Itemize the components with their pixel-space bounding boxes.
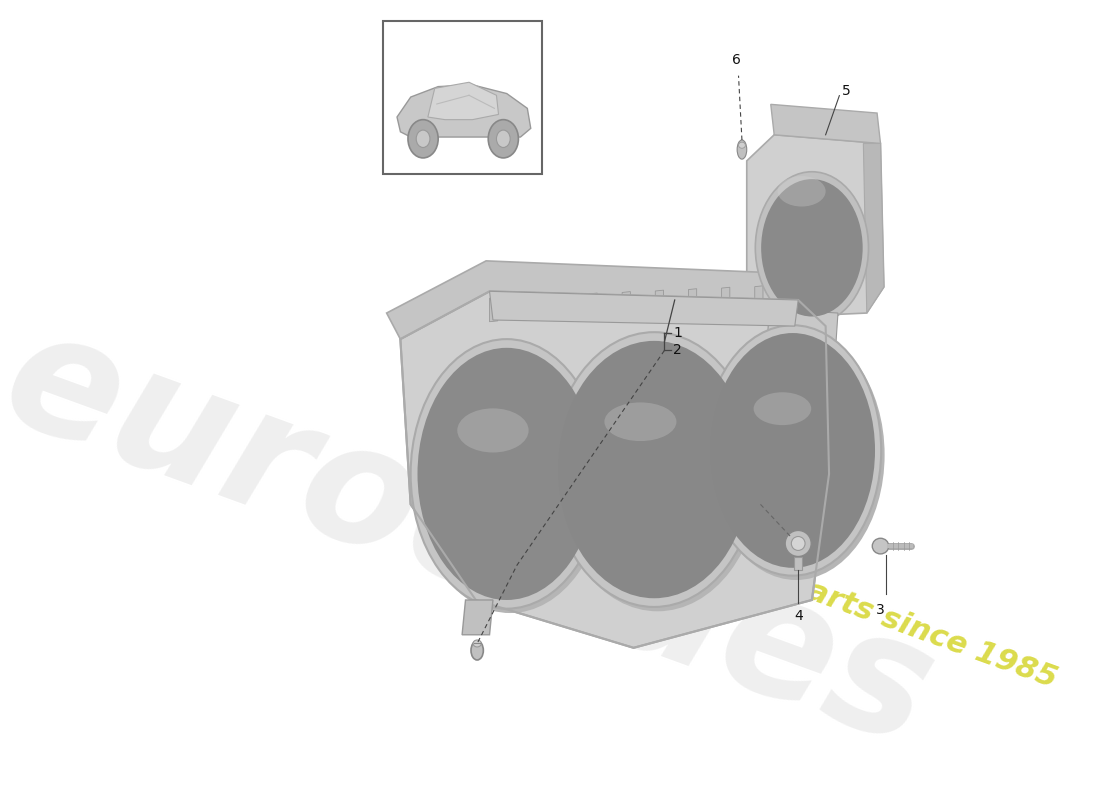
Ellipse shape: [785, 530, 811, 557]
Ellipse shape: [604, 402, 676, 441]
Polygon shape: [864, 143, 884, 313]
Ellipse shape: [554, 337, 760, 611]
Ellipse shape: [791, 537, 805, 550]
Circle shape: [416, 130, 430, 147]
Text: 5: 5: [843, 84, 850, 98]
Circle shape: [488, 120, 518, 158]
Ellipse shape: [872, 538, 889, 554]
Ellipse shape: [711, 333, 874, 568]
Polygon shape: [588, 293, 597, 318]
Ellipse shape: [471, 641, 483, 660]
Polygon shape: [462, 600, 493, 634]
Polygon shape: [400, 291, 829, 648]
Ellipse shape: [551, 332, 757, 607]
Ellipse shape: [410, 339, 603, 609]
Text: 4: 4: [794, 609, 803, 622]
Text: a passion for parts since 1985: a passion for parts since 1985: [563, 489, 1060, 694]
Polygon shape: [428, 82, 498, 120]
Polygon shape: [755, 286, 763, 310]
Ellipse shape: [458, 408, 529, 453]
Ellipse shape: [756, 172, 869, 324]
Ellipse shape: [414, 343, 606, 613]
Polygon shape: [802, 274, 829, 478]
Ellipse shape: [473, 640, 482, 647]
Text: 3: 3: [876, 602, 884, 617]
Ellipse shape: [754, 392, 811, 425]
Text: 6: 6: [732, 53, 741, 67]
Polygon shape: [747, 134, 884, 318]
Polygon shape: [623, 291, 630, 316]
Polygon shape: [522, 296, 531, 320]
Ellipse shape: [737, 140, 747, 159]
Polygon shape: [386, 261, 826, 339]
Ellipse shape: [738, 142, 746, 148]
Polygon shape: [689, 289, 696, 313]
Ellipse shape: [418, 348, 596, 600]
Ellipse shape: [707, 330, 884, 580]
Polygon shape: [656, 290, 663, 314]
Polygon shape: [794, 557, 802, 570]
Ellipse shape: [558, 341, 750, 598]
Ellipse shape: [704, 326, 881, 576]
Circle shape: [408, 120, 438, 158]
Ellipse shape: [761, 179, 862, 317]
Text: 1: 1: [673, 326, 682, 340]
Polygon shape: [490, 291, 799, 326]
Polygon shape: [771, 104, 880, 143]
Polygon shape: [768, 309, 838, 343]
Text: 2: 2: [673, 343, 682, 358]
Polygon shape: [397, 85, 531, 137]
Polygon shape: [788, 284, 796, 309]
Polygon shape: [556, 294, 564, 319]
Polygon shape: [722, 287, 729, 311]
Bar: [383, 21, 541, 174]
Ellipse shape: [778, 176, 826, 206]
Polygon shape: [490, 298, 498, 322]
Circle shape: [496, 130, 510, 147]
Text: eurocodes: eurocodes: [0, 296, 954, 782]
